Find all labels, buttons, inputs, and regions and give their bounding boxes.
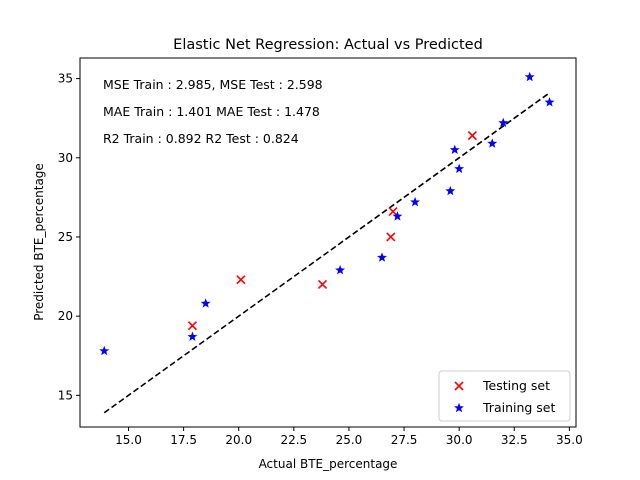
reference-line bbox=[103, 92, 551, 414]
training-point bbox=[99, 345, 110, 356]
testing-point bbox=[236, 275, 246, 285]
legend-marker-training bbox=[454, 402, 464, 413]
training-point bbox=[377, 252, 387, 262]
legend-x-marker bbox=[454, 381, 464, 391]
testing-point bbox=[187, 321, 197, 331]
legend-star-marker bbox=[454, 402, 464, 413]
testing-point bbox=[386, 232, 396, 242]
legend-label-testing: Testing set bbox=[482, 378, 550, 393]
training-point bbox=[449, 144, 460, 155]
legend: Testing set Training set bbox=[438, 370, 571, 422]
x-tick-label: 32.5 bbox=[501, 433, 528, 447]
testing-point bbox=[388, 207, 398, 217]
plot-area bbox=[79, 57, 577, 428]
training-point bbox=[392, 211, 403, 221]
annotation-mse: MSE Train : 2.985, MSE Test : 2.598 bbox=[103, 77, 323, 92]
x-axis-label: Actual BTE_percentage bbox=[259, 457, 398, 471]
training-point bbox=[410, 196, 421, 207]
testing-point bbox=[467, 131, 477, 141]
x-tick-label: 15.0 bbox=[115, 433, 142, 447]
annotation-mae: MAE Train : 1.401 MAE Test : 1.478 bbox=[103, 104, 320, 119]
y-tick-label: 25 bbox=[58, 230, 73, 244]
x-axis-ticks: 15.0 17.5 20.0 22.5 25.0 27.5 30.0 32.5 35.0 bbox=[115, 427, 583, 447]
y-tick-label: 20 bbox=[58, 309, 73, 323]
x-tick-label: 22.5 bbox=[280, 433, 307, 447]
training-point bbox=[200, 298, 211, 308]
y-tick-label: 30 bbox=[58, 151, 73, 165]
training-point bbox=[187, 331, 198, 341]
training-point bbox=[544, 97, 555, 107]
axes-frame bbox=[79, 57, 577, 428]
legend-label-training: Training set bbox=[482, 400, 555, 415]
training-point bbox=[498, 117, 509, 128]
x-tick-label: 30.0 bbox=[446, 433, 473, 447]
y-axis-label: Predicted BTE_percentage bbox=[32, 163, 46, 321]
y-axis-ticks: 15 20 25 30 35 bbox=[58, 72, 80, 402]
annotation-r2: R2 Train : 0.892 R2 Test : 0.824 bbox=[103, 131, 299, 146]
legend-marker-testing bbox=[454, 381, 464, 391]
legend-box bbox=[438, 370, 571, 422]
y-tick-label: 35 bbox=[58, 72, 73, 86]
training-point bbox=[445, 185, 456, 196]
testing-point bbox=[317, 279, 328, 290]
y-tick-label: 15 bbox=[58, 388, 73, 402]
training-point bbox=[487, 138, 498, 148]
x-tick-label: 35.0 bbox=[556, 433, 583, 447]
training-point bbox=[454, 163, 465, 174]
data-points bbox=[99, 71, 555, 356]
x-tick-label: 17.5 bbox=[170, 433, 197, 447]
x-tick-label: 27.5 bbox=[391, 433, 418, 447]
training-point bbox=[524, 71, 535, 82]
x-tick-label: 25.0 bbox=[336, 433, 363, 447]
training-point bbox=[335, 265, 346, 275]
x-tick-label: 20.0 bbox=[225, 433, 252, 447]
chart-title: Elastic Net Regression: Actual vs Predic… bbox=[173, 37, 483, 53]
